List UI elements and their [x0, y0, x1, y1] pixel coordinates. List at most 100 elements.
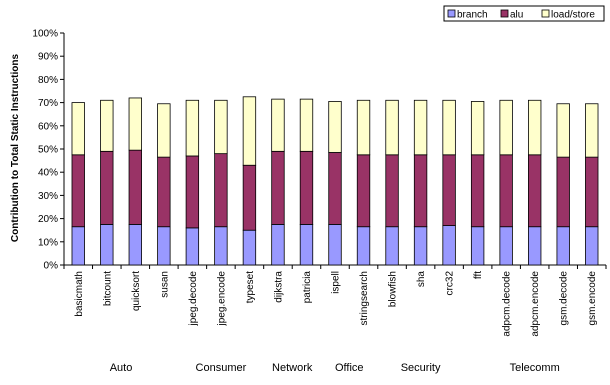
group-label: Telecomm: [510, 362, 560, 374]
bar-segment-branch: [442, 225, 456, 266]
bar-segment-load-store: [413, 99, 428, 156]
x-tick-label: adpcm.decode: [502, 271, 513, 337]
bar-segment-load-store: [328, 101, 342, 153]
bars: [71, 96, 599, 266]
y-tick-label: 50%: [38, 145, 58, 156]
bar-segment-load-store: [128, 97, 142, 151]
x-tick-label: stringsearch: [359, 271, 370, 325]
bar-segment-alu: [470, 154, 485, 228]
bar-segment-load-store: [185, 99, 200, 157]
bar-segment-alu: [413, 154, 428, 228]
group-label: Office: [335, 362, 364, 374]
group-label: Security: [401, 362, 441, 374]
bar-segment-alu: [528, 154, 542, 228]
bar-segment-alu: [585, 156, 599, 228]
bar-segment-alu: [356, 154, 371, 228]
y-tick-label: 0%: [44, 261, 59, 272]
bar-segment-alu: [556, 156, 570, 228]
bar-segment-branch: [470, 226, 485, 266]
y-tick-label: 90%: [38, 52, 58, 63]
bar-segment-alu: [328, 152, 342, 225]
y-tick-label: 20%: [38, 214, 58, 225]
legend-box: [443, 5, 605, 22]
bar-segment-alu: [271, 150, 285, 225]
bar-segment-alu: [214, 153, 228, 228]
bar-segment-load-store: [556, 103, 570, 158]
bar-segment-load-store: [214, 99, 228, 155]
bar-segment-branch: [413, 226, 428, 266]
legend-swatch: [500, 9, 509, 18]
bar-segment-alu: [157, 156, 171, 228]
y-axis-label: Contribution to Total Static Instruction…: [10, 53, 21, 242]
bar-segment-load-store: [242, 96, 257, 166]
bar-segment-branch: [328, 223, 342, 266]
bar-segment-load-store: [470, 101, 485, 156]
x-tick-label: ispell: [331, 271, 342, 294]
bar-segment-branch: [128, 223, 142, 266]
x-tick-label: quicksort: [131, 271, 142, 311]
x-tick-label: typeset: [245, 271, 256, 303]
bar-segment-alu: [442, 154, 456, 226]
bar-segment-branch: [299, 223, 314, 266]
bar-segment-alu: [385, 154, 399, 228]
bar-segment-load-store: [585, 103, 599, 158]
x-tick-label: dijkstra: [273, 271, 284, 303]
bar-segment-alu: [71, 154, 85, 228]
bar-segment-alu: [299, 150, 314, 225]
x-tick-label: basicmath: [74, 271, 85, 317]
bar-segment-load-store: [71, 102, 85, 156]
group-label: Auto: [110, 362, 133, 374]
legend-swatch: [541, 9, 550, 18]
x-tick-label: gsm.encode: [587, 271, 598, 326]
bar-segment-branch: [385, 226, 399, 266]
bar-segment-branch: [528, 226, 542, 266]
x-tick-label: patricia: [302, 271, 313, 304]
y-tick-label: 30%: [38, 191, 58, 202]
y-tick-label: 40%: [38, 168, 58, 179]
y-tick-label: 80%: [38, 75, 58, 86]
legend: branch alu load/store: [443, 5, 605, 22]
bar-segment-branch: [185, 227, 200, 266]
bar-segment-branch: [585, 226, 599, 266]
bar-segment-branch: [242, 229, 257, 266]
group-labels: Auto Consumer Network Office Security Telecom…: [110, 362, 560, 374]
x-tick-label: jpeg.decode: [188, 271, 199, 327]
bar-segment-branch: [157, 226, 171, 266]
bar-segment-branch: [214, 226, 228, 266]
x-tick-label: crc32: [445, 271, 456, 296]
bar-segment-branch: [71, 226, 85, 266]
bar-segment-branch: [271, 223, 285, 266]
bar-segment-alu: [499, 154, 513, 228]
bar-segment-branch: [356, 226, 371, 266]
bar-segment-load-store: [528, 99, 542, 156]
x-tick-labels: basicmath bitcount quicksort susan jpeg.deco…: [74, 271, 598, 337]
bar-segment-branch: [499, 226, 513, 266]
x-tick-label: jpeg.encode: [216, 271, 227, 327]
x-tick-label: susan: [159, 271, 170, 298]
bar-segment-load-store: [499, 99, 513, 156]
bar-segment-alu: [128, 149, 142, 225]
y-tick-label: 70%: [38, 98, 58, 109]
bar-segment-alu: [242, 164, 257, 231]
legend-label: load/store: [551, 10, 595, 21]
bar-segment-load-store: [299, 98, 314, 152]
bar-segment-branch: [556, 226, 570, 266]
y-tick-label: 100%: [32, 29, 58, 40]
bar-segment-load-store: [356, 99, 371, 156]
group-label: Consumer: [196, 362, 247, 374]
bar-segment-alu: [185, 155, 200, 229]
x-tick-label: blowfish: [388, 271, 399, 307]
y-tick-label: 10%: [38, 237, 58, 248]
bar-segment-load-store: [271, 98, 285, 152]
bar-segment-load-store: [100, 99, 114, 152]
x-tick-label: bitcount: [102, 271, 113, 306]
x-tick-label: gsm.decode: [559, 271, 570, 326]
x-tick-label: fft: [473, 271, 484, 279]
legend-label: branch: [457, 10, 488, 21]
bar-segment-load-store: [157, 103, 171, 158]
bar-segment-load-store: [442, 99, 456, 156]
bar-segment-load-store: [385, 99, 399, 156]
group-label: Network: [272, 362, 313, 374]
